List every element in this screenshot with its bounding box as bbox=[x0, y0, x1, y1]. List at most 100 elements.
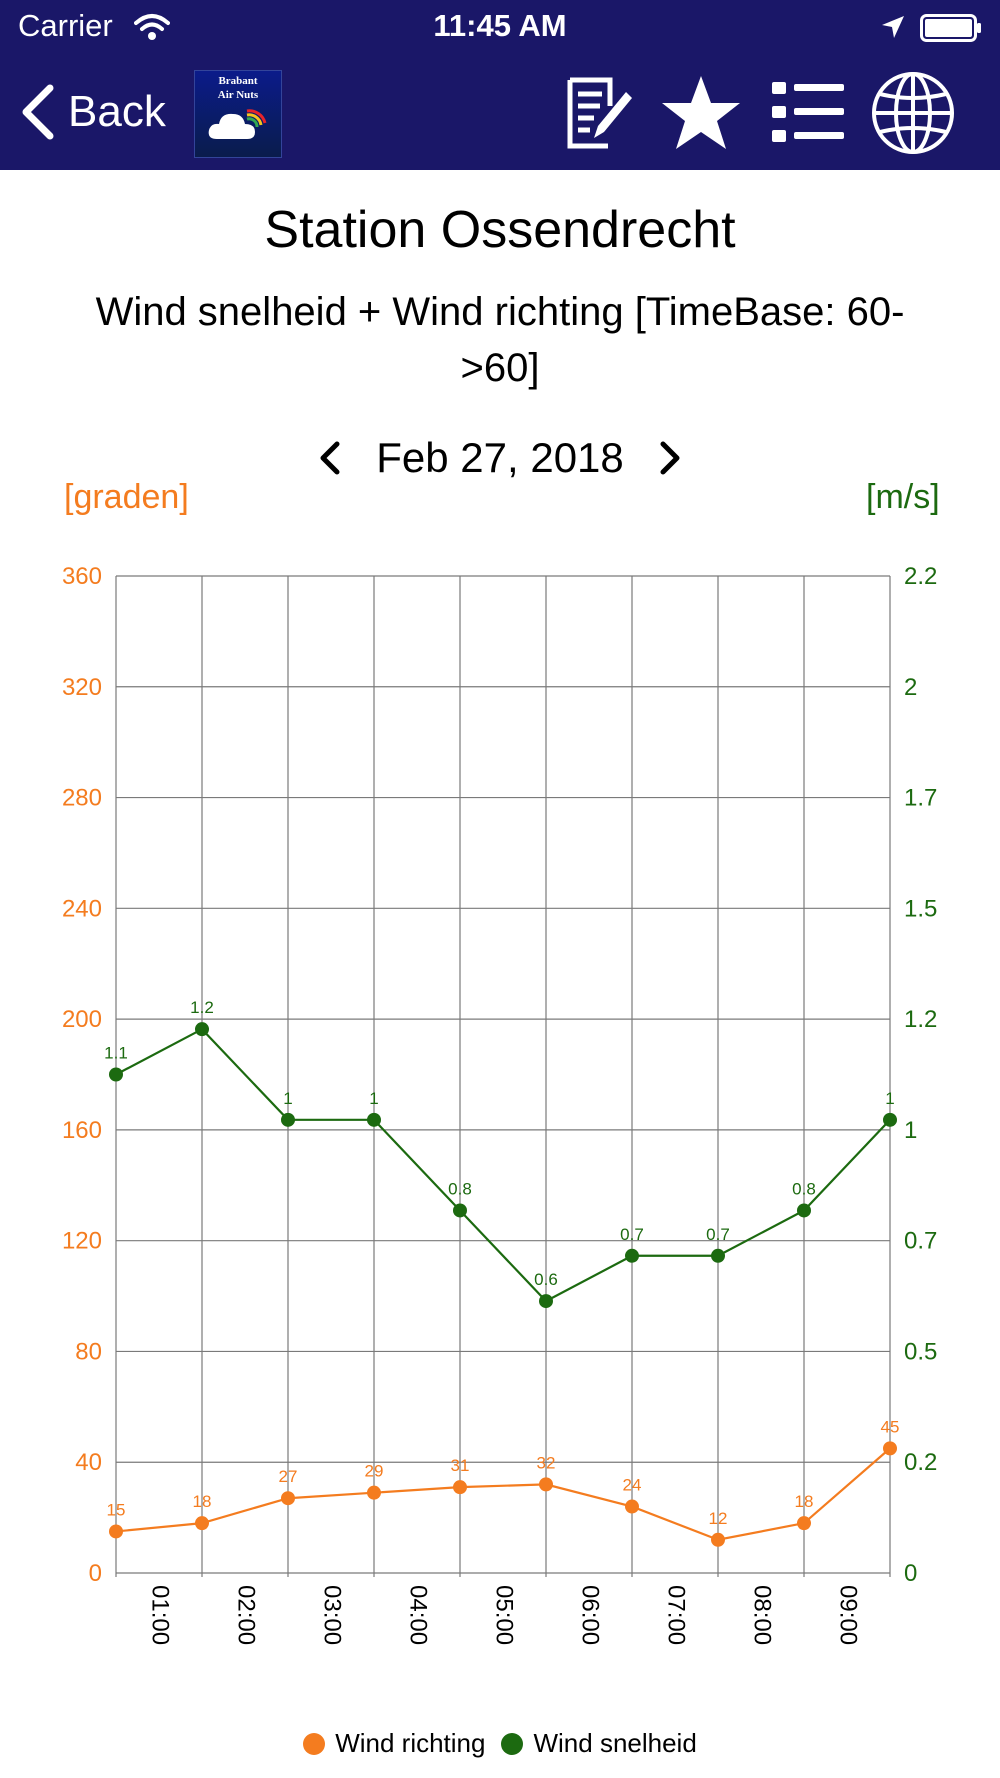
left-axis-tick-label: 80 bbox=[75, 1338, 102, 1365]
logo-text-line2: Air Nuts bbox=[217, 89, 259, 101]
legend-item-wind-snelheid: Wind snelheid bbox=[501, 1728, 697, 1759]
data-point bbox=[625, 1499, 639, 1514]
back-label: Back bbox=[68, 87, 166, 136]
wifi-icon bbox=[134, 14, 170, 40]
right-axis-unit: [m/s] bbox=[866, 478, 940, 516]
right-axis-tick-label: 0.5 bbox=[904, 1338, 937, 1365]
chevron-left-icon bbox=[320, 441, 340, 475]
data-point bbox=[195, 1516, 209, 1531]
data-label: 29 bbox=[365, 1462, 384, 1481]
left-axis-tick-label: 360 bbox=[62, 563, 102, 590]
left-axis-tick-label: 160 bbox=[62, 1117, 102, 1144]
data-label: 0.8 bbox=[448, 1179, 472, 1198]
globe-icon[interactable] bbox=[870, 70, 956, 156]
right-axis-tick-label: 2.2 bbox=[904, 563, 937, 590]
data-point bbox=[711, 1248, 725, 1263]
list-icon[interactable] bbox=[766, 72, 848, 154]
data-label: 32 bbox=[537, 1453, 556, 1472]
data-label: 1.2 bbox=[190, 998, 214, 1017]
data-label: 15 bbox=[107, 1500, 126, 1519]
legend-marker bbox=[303, 1732, 326, 1755]
data-label: 1 bbox=[283, 1089, 292, 1108]
left-axis-tick-label: 200 bbox=[62, 1006, 102, 1033]
station-title: Station Ossendrecht bbox=[264, 201, 736, 259]
left-axis-unit: [graden] bbox=[64, 478, 189, 516]
x-axis-tick-label: 07:00 bbox=[663, 1585, 690, 1645]
x-axis-tick-label: 03:00 bbox=[319, 1585, 346, 1645]
navigation-bar: Back Brabant Air Nuts bbox=[0, 56, 1000, 170]
series-line-wind-richting bbox=[115, 1447, 891, 1541]
data-label: 0.7 bbox=[620, 1225, 644, 1244]
data-point bbox=[797, 1516, 811, 1531]
data-label: 45 bbox=[881, 1417, 900, 1436]
right-axis-tick-label: 0.7 bbox=[904, 1228, 937, 1255]
right-axis-tick-label: 0.2 bbox=[904, 1449, 937, 1476]
back-button[interactable]: Back bbox=[18, 80, 166, 144]
x-axis-tick-label: 08:00 bbox=[749, 1585, 776, 1645]
data-point bbox=[453, 1203, 467, 1218]
left-axis-tick-label: 240 bbox=[62, 895, 102, 922]
right-axis-tick-label: 1 bbox=[904, 1117, 917, 1144]
date-label: Feb 27, 2018 bbox=[376, 434, 624, 481]
star-icon[interactable] bbox=[660, 72, 742, 154]
data-label: 12 bbox=[709, 1509, 728, 1528]
data-point bbox=[109, 1067, 123, 1082]
top-bar: Carrier 11:45 AM Back Brabant Air Nuts bbox=[0, 0, 1000, 170]
right-axis-tick-label: 1.7 bbox=[904, 785, 937, 812]
right-axis-tick-label: 1.2 bbox=[904, 1006, 937, 1033]
chevron-right-icon bbox=[660, 441, 680, 475]
left-axis-tick-label: 280 bbox=[62, 785, 102, 812]
data-label: 18 bbox=[193, 1492, 212, 1511]
right-axis-tick-label: 0 bbox=[904, 1560, 917, 1587]
data-label: 27 bbox=[279, 1467, 298, 1486]
data-point bbox=[539, 1477, 553, 1492]
data-label: 1 bbox=[369, 1089, 378, 1108]
legend-item-wind-richting: Wind richting bbox=[303, 1728, 485, 1759]
x-axis-tick-label: 04:00 bbox=[405, 1585, 432, 1645]
next-day-button[interactable] bbox=[648, 433, 692, 483]
data-label: 0.8 bbox=[792, 1179, 816, 1198]
status-time: 11:45 AM bbox=[433, 8, 567, 43]
data-point bbox=[711, 1532, 725, 1547]
data-label: 31 bbox=[451, 1456, 470, 1475]
legend-marker bbox=[501, 1732, 524, 1755]
x-axis-tick-label: 01:00 bbox=[147, 1585, 174, 1645]
data-label: 0.6 bbox=[534, 1270, 558, 1289]
wind-chart: 0 0 40 0.2 80 0.5 120 0.7 160 1 200 1.2 240 1.5 280 1.7… bbox=[62, 563, 937, 1645]
data-point bbox=[453, 1480, 467, 1495]
edit-note-icon[interactable] bbox=[556, 72, 638, 154]
x-axis-tick-label: 09:00 bbox=[835, 1585, 862, 1645]
left-axis-tick-label: 120 bbox=[62, 1228, 102, 1255]
chart-subtitle: Wind snelheid + Wind richting [TimeBase:… bbox=[95, 290, 905, 390]
legend-label: Wind richting bbox=[335, 1728, 486, 1758]
legend-label: Wind snelheid bbox=[533, 1728, 697, 1758]
data-label: 0.7 bbox=[706, 1225, 730, 1244]
data-point bbox=[367, 1112, 381, 1127]
left-axis-tick-label: 320 bbox=[62, 674, 102, 701]
data-point bbox=[539, 1294, 553, 1309]
data-point bbox=[367, 1485, 381, 1500]
data-point bbox=[109, 1524, 123, 1539]
app-logo: Brabant Air Nuts bbox=[194, 70, 282, 158]
previous-day-button[interactable] bbox=[308, 433, 352, 483]
x-axis-tick-label: 06:00 bbox=[577, 1585, 604, 1645]
data-label: 18 bbox=[795, 1492, 814, 1511]
x-axis-tick-label: 02:00 bbox=[233, 1585, 260, 1645]
x-axis-tick-label: 05:00 bbox=[491, 1585, 518, 1645]
carrier-label: Carrier bbox=[18, 8, 113, 43]
battery-icon bbox=[920, 14, 981, 42]
data-point bbox=[195, 1022, 209, 1037]
right-axis-tick-label: 1.5 bbox=[904, 895, 937, 922]
cloud-icon bbox=[208, 109, 267, 139]
data-label: 1.1 bbox=[104, 1044, 128, 1063]
status-bar: Carrier 11:45 AM bbox=[0, 0, 1000, 56]
data-point bbox=[797, 1203, 811, 1218]
data-point bbox=[281, 1491, 295, 1506]
chevron-left-icon bbox=[22, 84, 54, 140]
date-navigator: Feb 27, 2018 bbox=[0, 430, 1000, 486]
left-axis-tick-label: 0 bbox=[89, 1560, 102, 1587]
data-label: 24 bbox=[623, 1476, 642, 1495]
series-line-wind-snelheid bbox=[115, 1027, 891, 1303]
location-arrow-icon bbox=[882, 16, 904, 38]
data-point bbox=[281, 1112, 295, 1127]
